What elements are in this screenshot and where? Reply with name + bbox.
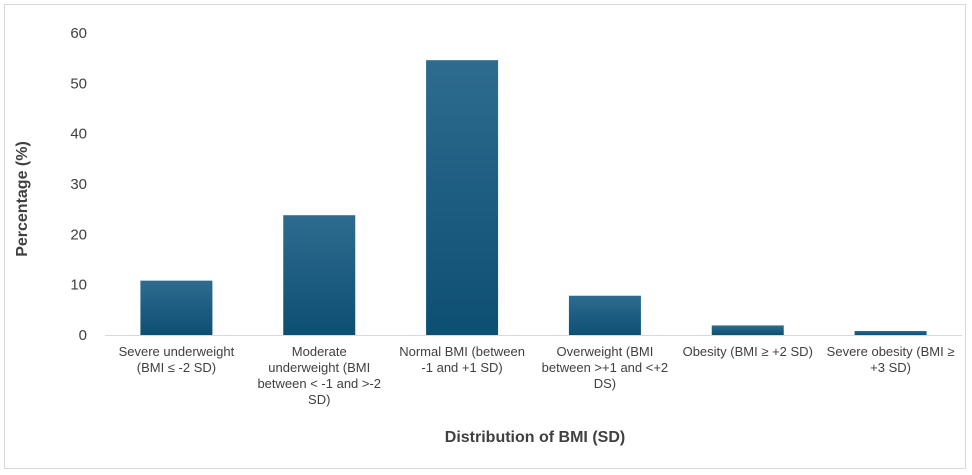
chart-frame: 0 10 20 30 40 50 60 Severe underweight (BMI ≤ -… [4, 4, 966, 469]
bar [711, 325, 784, 335]
y-tick-label: 60 [70, 25, 87, 42]
x-category-label: Severe obesity (BMI ≥ +3 SD) [827, 344, 955, 375]
bar-chart: 0 10 20 30 40 50 60 Severe underweight (BMI ≤ -… [14, 25, 962, 446]
y-tick-label: 0 [79, 327, 87, 344]
bar [426, 60, 499, 336]
x-category-label: Obesity (BMI ≥ +2 SD) [683, 344, 813, 359]
x-category-label: Normal BMI (between -1 and +1 SD) [399, 344, 525, 375]
x-axis-title: Distribution of BMI (SD) [445, 429, 625, 446]
y-axis-ticks: 0 10 20 30 40 50 60 [70, 25, 87, 344]
bar [140, 280, 213, 335]
bars [140, 60, 927, 336]
x-category-label: Moderate underweight (BMI between < -1 and… [257, 344, 381, 407]
x-category-label: Severe underweight (BMI ≤ -2 SD) [119, 344, 235, 375]
y-tick-label: 50 [70, 75, 87, 92]
bar [854, 330, 927, 335]
category-labels: Severe underweight (BMI ≤ -2 SD) Moderate u… [119, 344, 955, 407]
y-tick-label: 10 [70, 277, 87, 294]
x-category-label: Overweight (BMI between >+1 and <+2 DS) [542, 344, 669, 391]
y-tick-label: 20 [70, 226, 87, 243]
bar [283, 215, 356, 335]
y-tick-label: 30 [70, 176, 87, 193]
y-tick-label: 40 [70, 126, 87, 143]
y-axis-title: Percentage (%) [14, 141, 31, 257]
bar [568, 295, 641, 335]
